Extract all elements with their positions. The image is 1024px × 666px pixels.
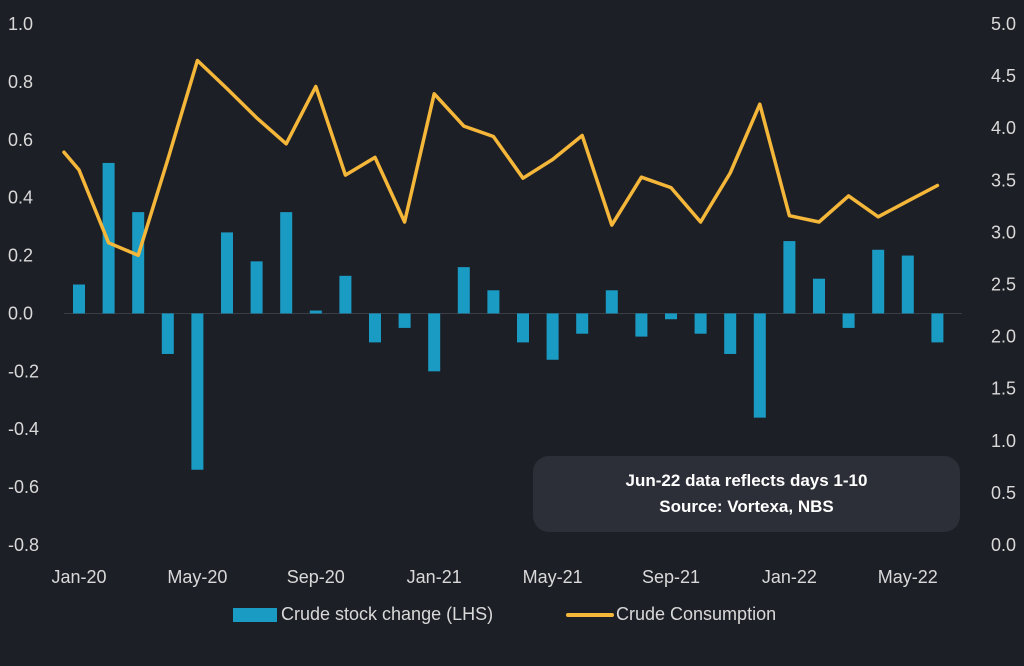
bar-mark <box>931 313 944 343</box>
legend-line-swatch <box>566 612 614 617</box>
right-tick-label: 4.5 <box>991 66 1016 86</box>
bar-mark <box>517 313 529 343</box>
bar-mark <box>280 212 293 314</box>
bar-mark <box>724 313 737 354</box>
line-series <box>62 58 940 258</box>
x-tick-label: Jan-20 <box>51 567 106 587</box>
left-axis: 1.0 0.8 0.6 0.4 0.2 0.0 -0.2 -0.4 -0.6 -0.8 <box>8 14 39 555</box>
legend-label-stock-change: Crude stock change (LHS) <box>281 604 494 624</box>
bar-mark <box>546 313 559 360</box>
legend-item-consumption: Crude Consumption <box>566 604 776 625</box>
left-tick-label: 0.4 <box>8 188 33 208</box>
x-tick-label: Sep-20 <box>287 567 345 587</box>
bar-mark <box>901 255 914 314</box>
left-tick-label: -0.4 <box>8 419 39 439</box>
note-line-2: Source: Vortexa, NBS <box>659 497 834 516</box>
bar-mark <box>842 313 855 328</box>
bar-mark <box>73 284 85 314</box>
x-axis: Jan-20 May-20 Sep-20 Jan-21 May-21 Sep-21 Jan-… <box>51 567 937 587</box>
x-tick-label: May-21 <box>523 567 583 587</box>
bar-mark <box>132 212 145 314</box>
note-line-1: Jun-22 data reflects days 1-10 <box>625 471 868 490</box>
left-tick-label: -0.2 <box>8 361 39 381</box>
right-tick-label: 1.5 <box>991 379 1016 399</box>
source-note: Jun-22 data reflects days 1-10 Source: V… <box>533 456 960 532</box>
left-tick-label: -0.6 <box>8 477 39 497</box>
left-tick-label: -0.8 <box>8 535 39 555</box>
legend-item-stock-change: Crude stock change (LHS) <box>233 604 493 625</box>
x-tick-label: Jan-22 <box>762 567 817 587</box>
x-tick-label: Jan-21 <box>407 567 462 587</box>
bar-mark <box>635 313 648 337</box>
right-tick-label: 5.0 <box>991 14 1016 34</box>
right-tick-label: 3.0 <box>991 222 1016 242</box>
bar-mark <box>872 249 885 314</box>
bar-mark <box>605 290 618 314</box>
legend: Crude stock change (LHS) Crude Consumpti… <box>0 604 1024 634</box>
bar-mark <box>191 313 204 470</box>
bar-mark <box>161 313 174 354</box>
bar-mark <box>250 261 263 314</box>
bar-mark <box>428 313 441 372</box>
bar-mark <box>753 313 766 418</box>
bar-mark <box>221 232 233 314</box>
bar-mark <box>813 278 825 314</box>
bar-mark <box>783 241 796 314</box>
x-tick-label: Sep-21 <box>642 567 700 587</box>
left-tick-label: 0.0 <box>8 303 33 323</box>
right-tick-label: 0.5 <box>991 483 1016 503</box>
bar-mark <box>369 313 381 343</box>
bar-mark <box>576 313 589 334</box>
right-tick-label: 3.5 <box>991 170 1016 190</box>
right-axis: 5.0 4.5 4.0 3.5 3.0 2.5 2.0 1.5 1.0 0.5 0.0 <box>991 14 1016 555</box>
right-tick-label: 2.0 <box>991 327 1016 347</box>
bar-mark <box>309 310 322 314</box>
bar-mark <box>398 313 411 328</box>
bar-mark <box>457 267 470 314</box>
consumption-line <box>62 58 940 258</box>
left-tick-label: 0.2 <box>8 246 33 266</box>
legend-bar-swatch <box>233 607 277 622</box>
bar-series <box>73 162 944 470</box>
bar-mark <box>694 313 707 334</box>
right-tick-label: 2.5 <box>991 275 1016 295</box>
x-tick-label: May-20 <box>167 567 227 587</box>
left-tick-label: 0.6 <box>8 130 33 150</box>
right-tick-label: 0.0 <box>991 535 1016 555</box>
legend-label-consumption: Crude Consumption <box>616 604 777 624</box>
left-tick-label: 0.8 <box>8 72 33 92</box>
x-tick-label: May-22 <box>878 567 938 587</box>
bar-mark <box>665 313 677 320</box>
bar-mark <box>487 290 500 314</box>
bar-mark <box>339 275 352 314</box>
right-tick-label: 1.0 <box>991 431 1016 451</box>
right-tick-label: 4.0 <box>991 118 1016 138</box>
left-tick-label: 1.0 <box>8 14 33 34</box>
